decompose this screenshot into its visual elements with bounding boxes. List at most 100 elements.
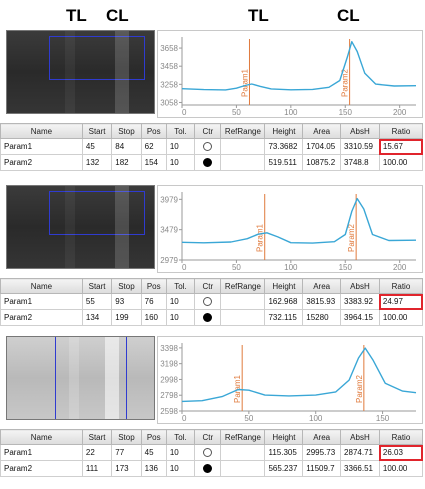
column-header[interactable]: Start (81, 429, 113, 445)
strip-cl-label: CL (106, 6, 129, 25)
table-row[interactable]: Param2 134 199 160 10 732.115 15280 3964.15 100.… (0, 309, 424, 326)
x-tick-label: 200 (393, 263, 407, 272)
column-header[interactable]: AbsH (340, 278, 380, 294)
column-header[interactable]: Ratio (378, 123, 424, 139)
cell-pos: 76 (140, 293, 167, 310)
strip-window (55, 337, 127, 419)
chart-svg: 3979 3479 2979 0 50 100 150 200 Param1 Param2 (160, 192, 417, 272)
cell-refrange (220, 293, 266, 310)
cell-area: 15280 (302, 309, 342, 326)
column-header[interactable]: AbsH (340, 429, 380, 445)
table-row[interactable]: Param1 22 77 45 10 115.305 2995.73 2874.71 26.03 (0, 444, 424, 461)
test-line-band (65, 31, 75, 113)
column-header[interactable]: AbsH (340, 123, 380, 139)
table-row[interactable]: Param1 55 93 76 10 162.968 3815.93 3383.92 24.97 (0, 293, 424, 310)
column-header[interactable]: Name (0, 278, 83, 294)
x-tick-label: 0 (182, 414, 187, 423)
column-header[interactable]: Height (264, 429, 304, 445)
cell-absh: 3383.92 (340, 293, 380, 310)
control-line-band (115, 186, 129, 268)
x-tick-label: 50 (244, 414, 253, 423)
column-header[interactable]: Ctr (194, 123, 222, 139)
y-tick-label: 3458 (160, 62, 178, 71)
column-header[interactable]: Tol. (165, 123, 196, 139)
peak-marker-label: Param2 (347, 223, 356, 252)
cell-name: Param1 (0, 293, 83, 310)
cell-stop: 182 (111, 154, 142, 171)
column-header[interactable]: Stop (111, 278, 142, 294)
y-tick-label: 2998 (160, 375, 178, 384)
column-header[interactable]: Start (81, 123, 113, 139)
column-header[interactable]: Ratio (378, 429, 424, 445)
peak-marker-label: Param1 (240, 68, 249, 97)
cell-start: 45 (81, 138, 113, 155)
y-tick-label: 3398 (160, 344, 178, 353)
cell-ratio: 100.00 (378, 309, 424, 326)
column-header[interactable]: RefRange (220, 123, 266, 139)
column-header[interactable]: Tol. (165, 429, 196, 445)
cell-absh: 2874.71 (340, 444, 380, 461)
cell-ratio: 15.67 (378, 138, 424, 155)
test-strip-image (6, 336, 155, 420)
ctr-radio-icon[interactable] (203, 158, 213, 168)
x-tick-label: 200 (393, 108, 407, 117)
cell-ratio: 100.00 (378, 154, 424, 171)
ctr-radio-icon[interactable] (203, 313, 213, 323)
y-tick-label: 3658 (160, 44, 178, 53)
ctr-radio-icon[interactable] (203, 142, 213, 152)
column-header[interactable]: Stop (111, 123, 142, 139)
column-header[interactable]: Tol. (165, 278, 196, 294)
x-tick-label: 100 (284, 108, 298, 117)
column-header[interactable]: Area (302, 123, 342, 139)
column-header[interactable]: Pos (140, 123, 167, 139)
column-header[interactable]: Area (302, 429, 342, 445)
cell-start: 55 (81, 293, 113, 310)
column-header[interactable]: Start (81, 278, 113, 294)
column-header[interactable]: Ctr (194, 429, 222, 445)
chart-svg: 3398 3198 2998 2798 2598 0 50 100 150 Param1 Param… (160, 343, 417, 423)
peak-marker-label: Param1 (233, 374, 242, 403)
peak-marker-label: Param2 (341, 68, 350, 97)
cell-refrange (220, 309, 266, 326)
cell-pos: 45 (140, 444, 167, 461)
chart-svg: 3658 3458 3258 3058 0 50 100 150 200 Param1 Param2 (160, 37, 417, 117)
column-header[interactable]: Pos (140, 278, 167, 294)
cell-pos: 62 (140, 138, 167, 155)
column-header[interactable]: Ratio (378, 278, 424, 294)
cell-ctr (194, 154, 222, 171)
ctr-radio-icon[interactable] (203, 464, 213, 474)
column-header[interactable]: Height (264, 123, 304, 139)
column-header[interactable]: RefRange (220, 429, 266, 445)
column-header[interactable]: Pos (140, 429, 167, 445)
y-tick-label: 2979 (160, 256, 178, 265)
column-header[interactable]: RefRange (220, 278, 266, 294)
cell-absh: 3964.15 (340, 309, 380, 326)
ctr-radio-icon[interactable] (203, 448, 213, 458)
cell-height: 115.305 (264, 444, 304, 461)
cell-name: Param2 (0, 460, 83, 477)
cell-area: 1704.05 (302, 138, 342, 155)
strip-window (49, 191, 145, 235)
table-row[interactable]: Param1 45 84 62 10 73.3682 1704.05 3310.59 15.67 (0, 138, 424, 155)
column-header[interactable]: Stop (111, 429, 142, 445)
cell-name: Param2 (0, 309, 83, 326)
ctr-radio-icon[interactable] (203, 297, 213, 307)
table-row[interactable]: Param2 111 173 136 10 565.237 11509.7 3366.51 10… (0, 460, 424, 477)
x-tick-label: 50 (232, 108, 241, 117)
cell-tol: 10 (165, 460, 196, 477)
column-header[interactable]: Height (264, 278, 304, 294)
column-header[interactable]: Name (0, 429, 83, 445)
y-tick-label: 2798 (160, 391, 178, 400)
column-header[interactable]: Ctr (194, 278, 222, 294)
y-tick-label: 2598 (160, 407, 178, 416)
table-row[interactable]: Param2 132 182 154 10 519.511 10875.2 3748.8 100… (0, 154, 424, 171)
column-header[interactable]: Area (302, 278, 342, 294)
test-strip-image (6, 185, 155, 269)
cell-height: 565.237 (264, 460, 304, 477)
cell-start: 132 (81, 154, 113, 171)
control-line-band (105, 337, 119, 419)
cell-area: 3815.93 (302, 293, 342, 310)
peak-marker-label: Param2 (355, 374, 364, 403)
column-header[interactable]: Name (0, 123, 83, 139)
cell-refrange (220, 138, 266, 155)
